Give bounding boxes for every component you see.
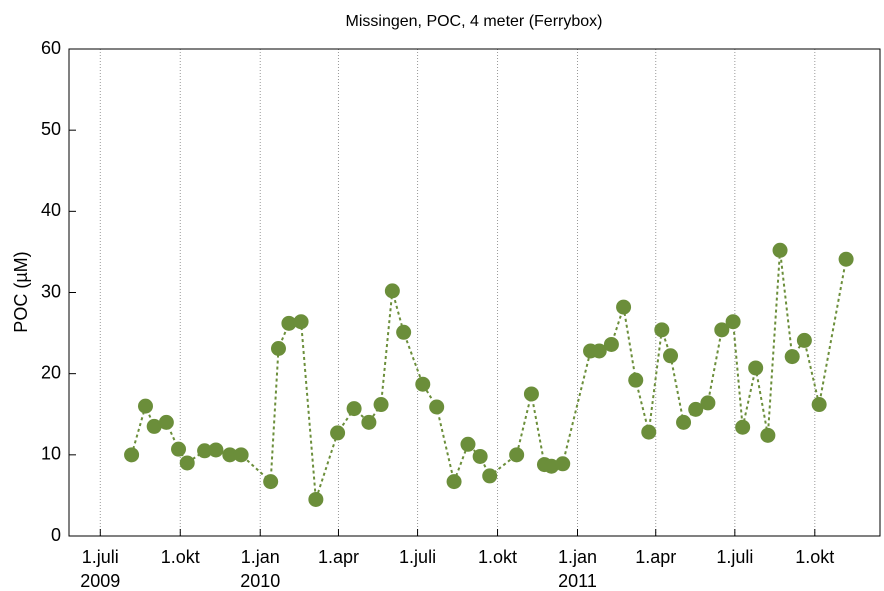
data-point xyxy=(616,299,632,315)
data-point xyxy=(811,397,827,413)
data-point xyxy=(346,401,362,417)
x-tick-label: 1.apr xyxy=(635,547,676,567)
y-tick-label: 30 xyxy=(41,281,61,301)
data-point xyxy=(654,322,670,338)
data-point xyxy=(523,386,539,402)
x-tick-label: 1.jan 2010 xyxy=(240,547,280,591)
y-tick-label: 20 xyxy=(41,362,61,382)
y-tick-label: 10 xyxy=(41,444,61,464)
data-point xyxy=(158,414,174,430)
data-point xyxy=(748,360,764,376)
x-tick-label: 1.juli 2009 xyxy=(80,547,120,591)
data-point xyxy=(663,348,679,364)
data-point xyxy=(197,443,213,459)
data-point xyxy=(688,401,704,417)
chart-title: Missingen, POC, 4 meter (Ferrybox) xyxy=(346,13,603,30)
x-tick-label: 1.juli xyxy=(716,547,753,567)
data-point xyxy=(603,336,619,352)
data-point xyxy=(735,419,751,435)
data-point xyxy=(543,458,559,474)
data-point xyxy=(179,455,195,471)
data-point xyxy=(460,436,476,452)
data-point xyxy=(171,441,187,457)
data-point xyxy=(137,398,153,414)
data-point xyxy=(373,397,389,413)
data-point xyxy=(555,456,571,472)
data-point xyxy=(263,474,279,490)
data-point xyxy=(429,399,445,415)
data-point xyxy=(396,324,412,340)
data-point xyxy=(700,395,716,411)
data-point xyxy=(124,447,140,463)
data-point xyxy=(784,349,800,365)
data-point xyxy=(591,343,607,359)
data-point xyxy=(772,242,788,258)
data-point xyxy=(482,468,498,484)
data-point xyxy=(146,418,162,434)
y-tick-label: 60 xyxy=(41,38,61,58)
data-point xyxy=(330,425,346,441)
data-point xyxy=(281,315,297,331)
data-point xyxy=(233,447,249,463)
data-point xyxy=(676,414,692,430)
data-point xyxy=(509,447,525,463)
data-point xyxy=(796,332,812,348)
data-point xyxy=(361,414,377,430)
y-tick-label: 50 xyxy=(41,119,61,139)
x-tick-label: 1.jan 2011 xyxy=(558,547,597,591)
data-point xyxy=(293,314,309,330)
x-tick-label: 1.okt xyxy=(795,547,834,567)
data-point xyxy=(725,314,741,330)
y-axis-label: POC (µM) xyxy=(11,251,31,332)
plot-frame xyxy=(68,48,881,537)
data-point xyxy=(308,491,324,507)
y-tick-label: 40 xyxy=(41,200,61,220)
x-tick-label: 1.apr xyxy=(318,547,359,567)
data-point xyxy=(446,474,462,490)
x-tick-label: 1.okt xyxy=(478,547,517,567)
series-line xyxy=(130,250,848,500)
x-tick-label: 1.juli xyxy=(399,547,436,567)
data-point xyxy=(208,442,224,458)
data-point xyxy=(628,372,644,388)
data-point xyxy=(838,251,854,267)
data-point xyxy=(222,447,238,463)
data-point xyxy=(641,424,657,440)
data-point xyxy=(472,448,488,464)
data-point xyxy=(270,341,286,357)
data-point xyxy=(384,283,400,299)
data-point xyxy=(760,427,776,443)
data-point xyxy=(415,376,431,392)
y-tick-label: 0 xyxy=(51,525,61,545)
x-tick-label: 1.okt xyxy=(161,547,200,567)
data-point xyxy=(714,322,730,338)
